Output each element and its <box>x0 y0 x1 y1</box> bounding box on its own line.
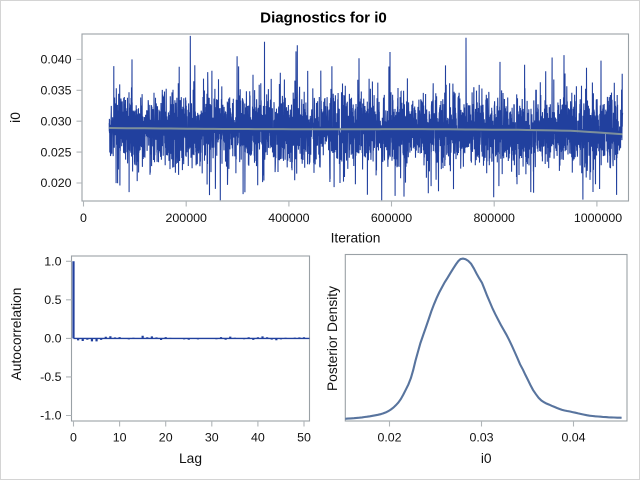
svg-text:0.5: 0.5 <box>44 293 61 307</box>
svg-text:0: 0 <box>80 211 87 225</box>
svg-text:1000000: 1000000 <box>574 211 622 225</box>
svg-text:1.0: 1.0 <box>44 255 61 269</box>
svg-text:20: 20 <box>159 430 173 444</box>
svg-text:i0: i0 <box>8 112 23 123</box>
svg-text:0.020: 0.020 <box>40 176 71 190</box>
svg-text:-1.0: -1.0 <box>40 409 61 423</box>
svg-text:Iteration: Iteration <box>331 231 381 246</box>
svg-text:0.0: 0.0 <box>44 332 61 346</box>
svg-text:40: 40 <box>251 430 265 444</box>
svg-text:400000: 400000 <box>268 211 309 225</box>
svg-text:200000: 200000 <box>166 211 207 225</box>
svg-text:10: 10 <box>113 430 127 444</box>
svg-text:0.035: 0.035 <box>40 84 71 98</box>
svg-text:i0: i0 <box>481 451 492 466</box>
svg-text:Diagnostics for i0: Diagnostics for i0 <box>260 10 387 27</box>
svg-text:Posterior Density: Posterior Density <box>325 286 340 391</box>
svg-text:0.030: 0.030 <box>40 114 71 128</box>
svg-text:0.040: 0.040 <box>40 53 71 67</box>
svg-text:800000: 800000 <box>474 211 515 225</box>
svg-text:0: 0 <box>70 430 77 444</box>
svg-text:0.04: 0.04 <box>561 430 585 444</box>
svg-text:0.02: 0.02 <box>377 430 401 444</box>
svg-text:Lag: Lag <box>179 451 202 466</box>
svg-text:50: 50 <box>297 430 311 444</box>
svg-text:Autocorrelation: Autocorrelation <box>9 288 24 381</box>
svg-text:30: 30 <box>205 430 219 444</box>
svg-text:600000: 600000 <box>371 211 412 225</box>
svg-text:-0.5: -0.5 <box>40 370 61 384</box>
svg-text:0.03: 0.03 <box>469 430 493 444</box>
svg-text:0.025: 0.025 <box>40 145 71 159</box>
